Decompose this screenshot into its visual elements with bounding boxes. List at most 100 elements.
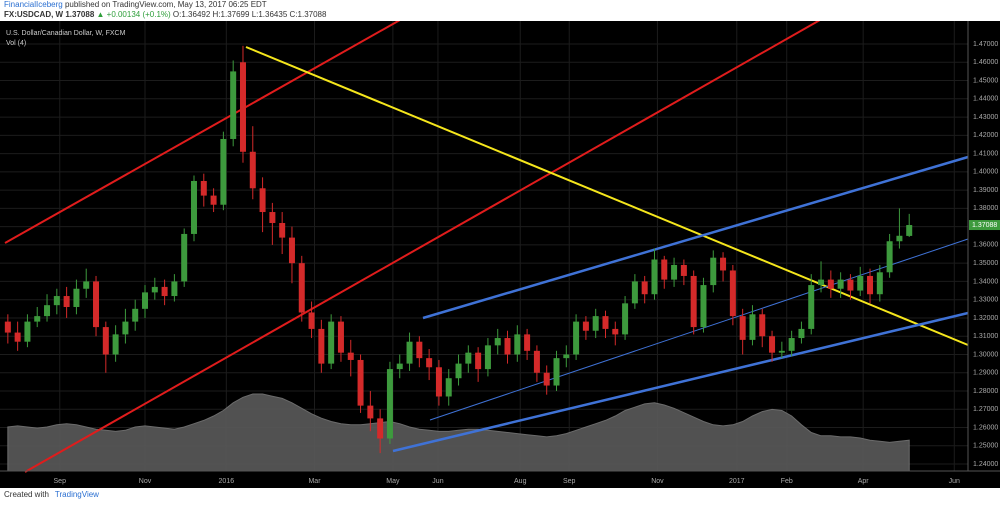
brand[interactable]: TradingView [54, 490, 99, 499]
x-tick-label: Nov [139, 478, 152, 485]
candle-body [34, 316, 41, 322]
candle-body [396, 363, 403, 370]
candle-body [622, 303, 629, 335]
x-tick-label: Aug [514, 478, 527, 485]
candle-body [504, 338, 511, 355]
candle-body [24, 321, 31, 342]
channel-line [429, 238, 969, 421]
y-tick-label: 1.46000 [973, 59, 998, 66]
last: 1.37088 [65, 10, 95, 19]
candle-body [739, 316, 746, 340]
candle-body [102, 327, 109, 355]
candle-body [563, 354, 570, 359]
author[interactable]: FinancialIceberg [4, 0, 63, 9]
candle-body [455, 363, 462, 379]
y-tick-label: 1.44000 [973, 96, 998, 103]
x-tick-label: Nov [651, 478, 664, 485]
trend-line [24, 21, 821, 473]
candle-body [445, 378, 452, 397]
y-tick-label: 1.47000 [973, 41, 998, 48]
candle-body [406, 341, 413, 364]
candle-body [220, 138, 227, 205]
candle-body [122, 321, 129, 335]
x-tick-label: May [386, 478, 400, 485]
chart-title: U.S. Dollar/Canadian Dollar, W, FXCM [6, 30, 126, 37]
y-tick-label: 1.39000 [973, 187, 998, 194]
candle-body [288, 237, 295, 264]
candle-body [73, 288, 80, 307]
y-tick-label: 1.30000 [973, 351, 998, 358]
y-tick-label: 1.32000 [973, 315, 998, 322]
drawings [4, 21, 969, 473]
candle-body [298, 263, 305, 313]
candle-body [347, 352, 354, 360]
candle-body [573, 321, 580, 355]
y-tick-label: 1.33000 [973, 297, 998, 304]
y-tick-label: 1.43000 [973, 114, 998, 121]
candle-body [592, 316, 599, 331]
y-tick-label: 1.31000 [973, 333, 998, 340]
candle-body [171, 281, 178, 297]
y-tick-label: 1.29000 [973, 370, 998, 377]
candle-body [435, 367, 442, 397]
candle-body [720, 257, 727, 271]
candle-body [641, 281, 648, 295]
x-tick-label: Jun [949, 478, 960, 485]
candle-body [190, 180, 197, 234]
candle-body [181, 233, 188, 282]
candle-body [661, 259, 668, 280]
y-tick-label: 1.35000 [973, 260, 998, 267]
footer: Created with TradingView [4, 490, 99, 499]
candle-body [837, 279, 844, 289]
background [0, 21, 1000, 488]
candle-body [63, 296, 70, 307]
candle-body [818, 279, 825, 286]
low: L:1.36435 [251, 10, 288, 19]
y-tick-label: 1.45000 [973, 77, 998, 84]
candle-body [151, 286, 158, 293]
open: O:1.36492 [172, 10, 211, 19]
candle-body [906, 225, 913, 236]
trend-line [245, 46, 969, 346]
candle-body [798, 328, 805, 339]
candle-body [524, 334, 531, 351]
change: ▲ +0.00134 (+0.1%) [96, 10, 171, 19]
candle-body [259, 188, 266, 213]
candle-body [357, 359, 364, 406]
candle-body [553, 358, 560, 386]
x-tick-label: 2017 [729, 478, 745, 485]
candle-body [749, 314, 756, 340]
y-tick-label: 1.36000 [973, 242, 998, 249]
candle-body [867, 275, 874, 295]
candle-body [690, 275, 697, 328]
candle-body [416, 341, 423, 359]
close: C:1.37088 [289, 10, 327, 19]
x-tick-label: Sep [563, 478, 576, 485]
candle-body [543, 372, 550, 386]
candle-body [132, 308, 139, 322]
candle-body [729, 270, 736, 317]
x-tick-label: Jun [432, 478, 443, 485]
candle-body [778, 350, 785, 353]
candle-body [328, 321, 335, 364]
candle-body [377, 418, 384, 439]
candle-body [367, 405, 374, 419]
symbol: FX:USDCAD, W [4, 10, 64, 19]
candle-body [465, 352, 472, 364]
candle-body [142, 292, 149, 309]
candle-body [847, 279, 854, 291]
candle-body [602, 316, 609, 329]
price-label: 1.37088 [972, 222, 997, 229]
candle-body [827, 279, 834, 289]
candle-body [14, 332, 21, 342]
y-tick-label: 1.38000 [973, 205, 998, 212]
candle-body [631, 281, 638, 304]
candle-body [808, 285, 815, 329]
candle-body [484, 345, 491, 370]
y-tick-label: 1.28000 [973, 388, 998, 395]
candle-body [886, 241, 893, 273]
candle-body [475, 352, 482, 370]
y-tick-label: 1.34000 [973, 278, 998, 285]
y-tick-label: 1.26000 [973, 424, 998, 431]
